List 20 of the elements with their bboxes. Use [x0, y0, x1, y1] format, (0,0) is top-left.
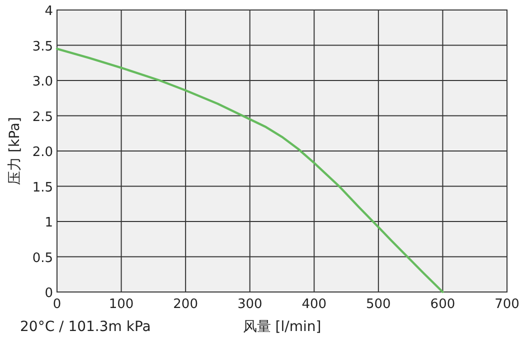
y-tick-label: 1.5 [32, 180, 53, 196]
y-tick-label: 3.5 [32, 39, 53, 54]
x-tick-label: 100 [108, 297, 134, 312]
y-tick-label: 1 [44, 216, 53, 230]
x-tick-label: 500 [366, 297, 391, 312]
y-tick-label: 3.0 [32, 74, 53, 90]
text: 20°C / 101.3m kPa [20, 319, 151, 335]
line-series [56, 48, 444, 294]
x-tick-label: 300 [237, 297, 262, 312]
x-tick-label: 200 [173, 297, 198, 312]
y-axis-title: 压力 [kPa] [7, 117, 23, 185]
x-tick-label: 700 [494, 297, 520, 312]
y-tick-label: 2.5 [32, 110, 53, 125]
x-tick-label: 400 [302, 297, 327, 312]
x-axis-title: 风量 [l/min] [242, 319, 322, 335]
y-tick-label: 0.5 [32, 250, 53, 266]
y-tick-label: 4 [44, 4, 53, 19]
x-tick-label: 600 [430, 297, 456, 312]
y-tick-label: 2.0 [32, 145, 53, 160]
y-tick-label: 0 [44, 286, 53, 301]
